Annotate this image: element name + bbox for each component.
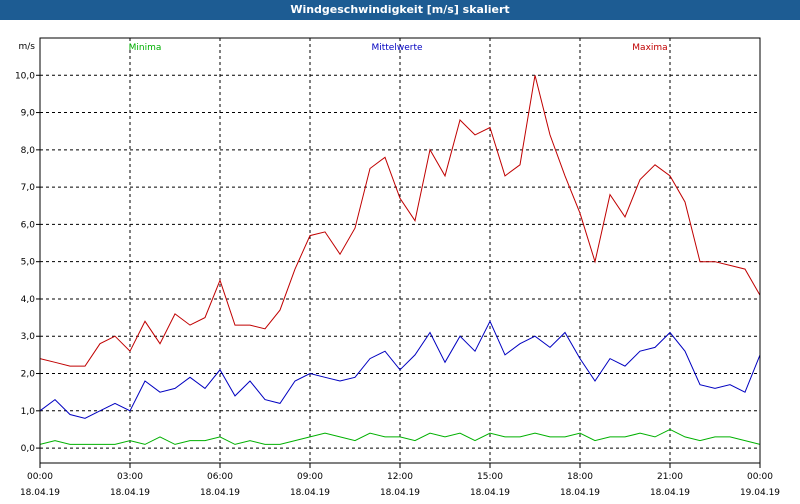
x-tick-time-label: 21:00 (657, 472, 683, 482)
series-line-maxima (39, 75, 761, 367)
y-tick-label: 4,0 (21, 295, 36, 305)
x-tick-time-label: 00:00 (747, 472, 773, 482)
y-tick-label: 0,0 (21, 444, 36, 454)
y-tick-label: 1,0 (21, 407, 36, 417)
legend-label-mittelwerte: Mittelwerte (371, 43, 422, 53)
wind-speed-chart: 0,0 1,0 2,0 3,0 4,0 5,0 6,0 7,0 8,0 9,0 10,0 m/s 00:… (15, 37, 780, 498)
x-tick-time-label: 15:00 (477, 472, 503, 482)
x-tick-date-label: 18.04.19 (380, 488, 420, 498)
x-tick-date-label: 18.04.19 (470, 488, 510, 498)
grid (40, 38, 760, 463)
axes: 0,0 1,0 2,0 3,0 4,0 5,0 6,0 7,0 8,0 9,0 10,0 m/s 00:… (15, 42, 780, 498)
x-tick-date-label: 18.04.19 (560, 488, 600, 498)
x-tick-date-label: 18.04.19 (20, 488, 60, 498)
y-tick-label: 6,0 (21, 220, 36, 230)
x-tick-time-label: 00:00 (27, 472, 53, 482)
legend-label-maxima: Maxima (632, 43, 667, 53)
x-tick-date-label: 18.04.19 (110, 488, 150, 498)
legend-label-minima: Minima (129, 43, 162, 53)
y-tick-label: 7,0 (21, 183, 36, 193)
x-tick-time-label: 12:00 (387, 472, 413, 482)
chart-area: 0,0 1,0 2,0 3,0 4,0 5,0 6,0 7,0 8,0 9,0 10,0 m/s 00:… (0, 20, 800, 500)
y-tick-label: 10,0 (15, 71, 35, 81)
series-line-minima (39, 428, 761, 445)
y-tick-label: 9,0 (21, 109, 36, 119)
x-tick-time-label: 18:00 (567, 472, 593, 482)
x-tick-time-label: 03:00 (117, 472, 143, 482)
x-tick-date-label: 18.04.19 (650, 488, 690, 498)
legend: Minima Mittelwerte Maxima (129, 43, 668, 53)
y-axis-label: m/s (19, 42, 36, 52)
x-tick-date-label: 19.04.19 (740, 488, 780, 498)
y-tick-label: 2,0 (21, 370, 36, 380)
y-tick-label: 3,0 (21, 332, 36, 342)
y-tick-label: 5,0 (21, 258, 36, 268)
x-tick-date-label: 18.04.19 (200, 488, 240, 498)
window-title: Windgeschwindigkeit [m/s] skaliert (0, 0, 800, 20)
x-tick-time-label: 09:00 (297, 472, 323, 482)
series-lines (39, 75, 761, 445)
y-tick-label: 8,0 (21, 146, 36, 156)
series-line-mittelwerte (39, 320, 761, 419)
x-tick-time-label: 06:00 (207, 472, 233, 482)
x-tick-date-label: 18.04.19 (290, 488, 330, 498)
